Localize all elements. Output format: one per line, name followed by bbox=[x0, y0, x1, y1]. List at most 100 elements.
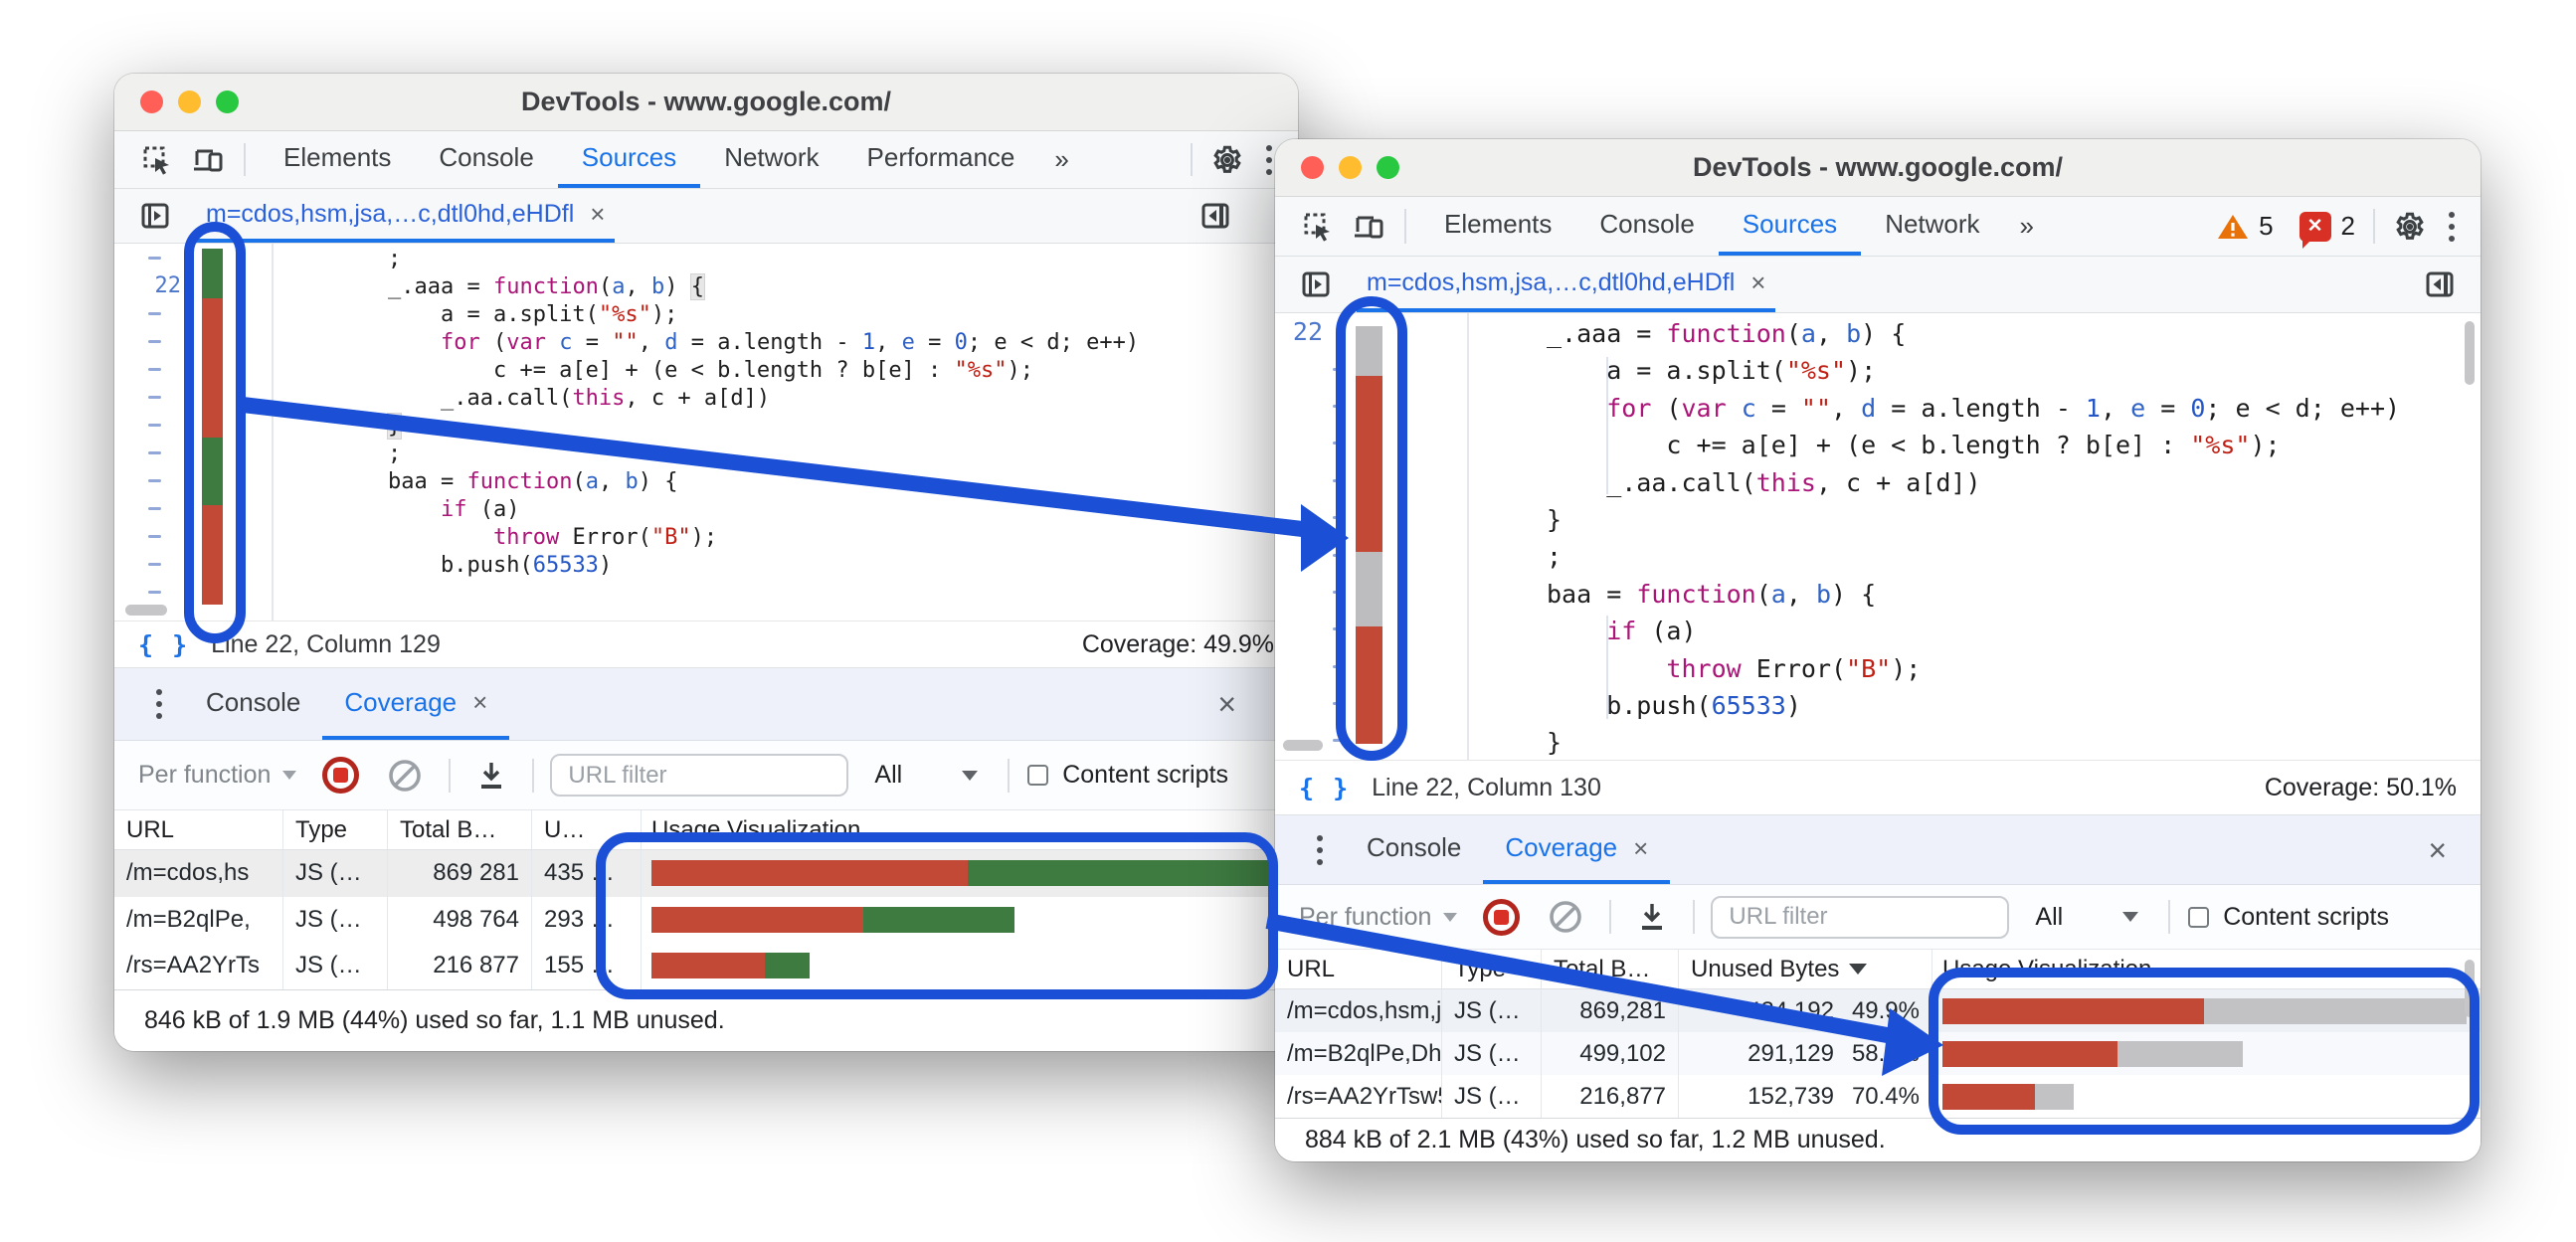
main-toolbar: Elements Console Sources Network Performance… bbox=[114, 131, 1298, 189]
pretty-print-icon[interactable]: { } bbox=[138, 629, 190, 659]
horizontal-scrollbar[interactable] bbox=[125, 605, 167, 616]
tab-performance[interactable]: Performance bbox=[866, 142, 1015, 172]
col-header-unused-bytes[interactable]: U… bbox=[532, 810, 642, 849]
minimize-window-button[interactable] bbox=[178, 90, 201, 113]
device-toolbar-icon[interactable] bbox=[1343, 197, 1396, 256]
col-header-usage[interactable]: Usage Visualization bbox=[1942, 955, 2152, 982]
source-file-tabs: m=cdos,hsm,jsa,…c,dtl0hd,eHDfl × bbox=[114, 189, 1298, 244]
tab-sources[interactable]: Sources bbox=[1718, 197, 1862, 256]
col-header-unused-bytes[interactable]: Unused Bytes bbox=[1679, 950, 1932, 988]
tab-elements[interactable]: Elements bbox=[283, 142, 392, 172]
export-download-icon[interactable] bbox=[466, 760, 516, 792]
type-filter-dropdown[interactable]: All bbox=[2017, 903, 2156, 932]
close-drawer-icon[interactable]: × bbox=[2428, 831, 2447, 868]
table-vertical-scrollbar[interactable] bbox=[2465, 960, 2475, 1017]
source-editor[interactable]: 22 ; _.aaa = function(a, b) { a = a.split… bbox=[114, 244, 1298, 621]
coverage-percent: Coverage: 49.9% bbox=[1081, 629, 1274, 658]
col-header-total-bytes[interactable]: Total B… bbox=[388, 810, 532, 849]
close-coverage-tab-icon[interactable]: × bbox=[472, 687, 488, 717]
sort-descending-icon bbox=[1849, 964, 1868, 975]
line-number-tick bbox=[1275, 350, 1347, 387]
more-options-icon[interactable] bbox=[2437, 197, 2467, 256]
close-file-tab-icon[interactable]: × bbox=[1750, 267, 1766, 297]
titlebar[interactable]: DevTools - www.google.com/ bbox=[114, 74, 1298, 131]
checkbox-box[interactable] bbox=[1027, 765, 1049, 786]
drawer-tab-console[interactable]: Console bbox=[206, 686, 301, 717]
horizontal-scrollbar[interactable] bbox=[1283, 740, 1323, 751]
source-file-tabs: m=cdos,hsm,jsa,…c,dtl0hd,eHDfl × bbox=[1275, 257, 2481, 313]
col-header-usage[interactable]: Usage Visualization bbox=[651, 815, 861, 843]
cell-unused: 293 … bbox=[532, 896, 642, 944]
coverage-mode-dropdown[interactable]: Per function bbox=[1291, 903, 1465, 932]
drawer-tab-coverage[interactable]: Coverage × bbox=[1483, 815, 1671, 884]
col-header-type[interactable]: Type bbox=[1442, 950, 1542, 988]
col-header-url[interactable]: URL bbox=[114, 810, 283, 849]
col-header-url[interactable]: URL bbox=[1275, 950, 1442, 988]
tab-console[interactable]: Console bbox=[1599, 209, 1695, 239]
inspect-element-icon[interactable] bbox=[132, 131, 182, 188]
close-coverage-tab-icon[interactable]: × bbox=[1633, 832, 1649, 863]
content-scripts-checkbox[interactable]: Content scripts bbox=[2182, 903, 2395, 932]
more-panels-button[interactable]: » bbox=[1054, 144, 1071, 174]
stop-recording-button[interactable] bbox=[322, 757, 360, 794]
close-window-button[interactable] bbox=[140, 90, 163, 113]
zoom-window-button[interactable] bbox=[1377, 156, 1399, 179]
col-header-type[interactable]: Type bbox=[283, 810, 388, 849]
tab-console[interactable]: Console bbox=[439, 142, 534, 172]
clear-icon[interactable] bbox=[1538, 899, 1593, 935]
coverage-mode-dropdown[interactable]: Per function bbox=[130, 761, 304, 790]
cell-type: JS (… bbox=[283, 896, 388, 944]
vertical-scrollbar[interactable] bbox=[2465, 321, 2475, 385]
stop-recording-button[interactable] bbox=[1483, 898, 1521, 936]
tab-network[interactable]: Network bbox=[724, 142, 820, 172]
collapse-panel-icon[interactable] bbox=[1191, 189, 1240, 243]
drawer-menu-icon[interactable] bbox=[1295, 815, 1345, 884]
more-panels-button[interactable]: » bbox=[2019, 211, 2037, 241]
url-filter-input[interactable] bbox=[550, 754, 849, 797]
show-navigator-icon[interactable] bbox=[130, 189, 180, 243]
clear-icon[interactable] bbox=[377, 758, 433, 794]
more-options-icon[interactable] bbox=[1254, 131, 1284, 188]
errors-badge[interactable]: ✕ 2 bbox=[2299, 211, 2355, 249]
editor-status-bar: { } Line 22, Column 130 Coverage: 50.1% bbox=[1275, 761, 2481, 815]
settings-gear-icon[interactable] bbox=[2383, 197, 2437, 256]
file-tab[interactable]: m=cdos,hsm,jsa,…c,dtl0hd,eHDfl × bbox=[1357, 257, 1776, 312]
col-header-total-bytes[interactable]: Total B… bbox=[1542, 950, 1679, 988]
code-line: ; bbox=[1547, 542, 1563, 572]
drawer-tab-coverage[interactable]: Coverage × bbox=[322, 668, 510, 740]
pretty-print-icon[interactable]: { } bbox=[1299, 773, 1351, 802]
type-filter-dropdown[interactable]: All bbox=[856, 761, 996, 790]
drawer-menu-icon[interactable] bbox=[134, 668, 184, 740]
tab-elements[interactable]: Elements bbox=[1444, 209, 1553, 239]
minimize-window-button[interactable] bbox=[1339, 156, 1362, 179]
table-row[interactable]: /m=cdos,hsm,j JS (… 869,281 434,192 49.9% bbox=[1275, 989, 2481, 1032]
table-row[interactable]: /m=B2qlPe,DhI JS (… 499,102 291,129 58.3% bbox=[1275, 1032, 2481, 1075]
tab-network[interactable]: Network bbox=[1885, 209, 1980, 239]
device-toolbar-icon[interactable] bbox=[182, 131, 236, 188]
table-row[interactable]: /m=cdos,hs JS (… 869 281 435 … bbox=[114, 850, 1298, 897]
close-drawer-icon[interactable]: × bbox=[1217, 686, 1236, 722]
collapse-panel-icon[interactable] bbox=[2415, 257, 2465, 312]
file-tab[interactable]: m=cdos,hsm,jsa,…c,dtl0hd,eHDfl × bbox=[196, 189, 616, 243]
drawer-tab-console[interactable]: Console bbox=[1367, 832, 1462, 862]
export-download-icon[interactable] bbox=[1627, 901, 1677, 933]
table-row[interactable]: /m=B2qlPe, JS (… 498 764 293 … bbox=[114, 896, 1298, 944]
table-row[interactable]: /rs=AA2YrTs JS (… 216 877 155 … bbox=[114, 943, 1298, 989]
warnings-badge[interactable]: 5 bbox=[2217, 211, 2274, 242]
table-row[interactable]: /rs=AA2YrTsw5 JS (… 216,877 152,739 70.4% bbox=[1275, 1075, 2481, 1118]
inspect-element-icon[interactable] bbox=[1293, 197, 1343, 256]
checkbox-box[interactable] bbox=[2188, 906, 2210, 928]
cell-url: /m=cdos,hsm,j bbox=[1275, 989, 1442, 1032]
titlebar[interactable]: DevTools - www.google.com/ bbox=[1275, 139, 2481, 197]
show-navigator-icon[interactable] bbox=[1291, 257, 1341, 312]
cell-url: /m=B2qlPe, bbox=[114, 896, 283, 944]
content-scripts-checkbox[interactable]: Content scripts bbox=[1021, 761, 1234, 790]
source-editor[interactable]: 22 _.aaa = function(a, b) { a = a.split(… bbox=[1275, 313, 2481, 761]
close-file-tab-icon[interactable]: × bbox=[590, 199, 606, 229]
settings-gear-icon[interactable] bbox=[1200, 131, 1254, 188]
close-window-button[interactable] bbox=[1301, 156, 1324, 179]
zoom-window-button[interactable] bbox=[216, 90, 239, 113]
url-filter-input[interactable] bbox=[1711, 895, 2010, 939]
tab-sources[interactable]: Sources bbox=[557, 131, 701, 188]
issue-badges: 5 ✕ 2 bbox=[2217, 197, 2355, 256]
